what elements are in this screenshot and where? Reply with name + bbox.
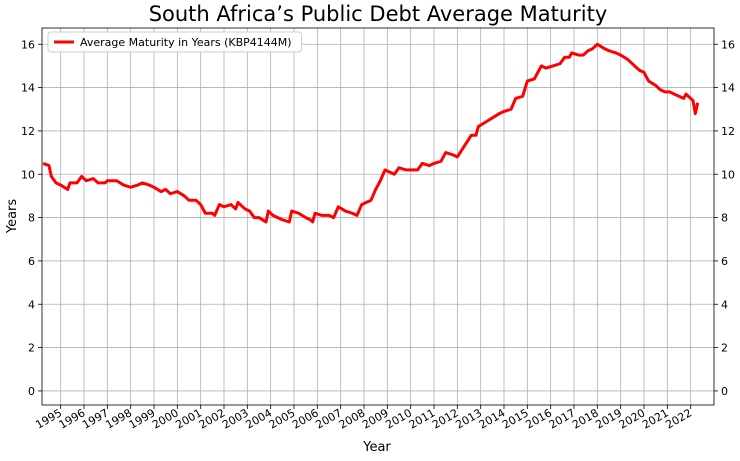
y2-tick-label: 8: [721, 212, 728, 225]
legend-label: Average Maturity in Years (KBP4144M): [80, 36, 292, 49]
y2-tick-label: 4: [721, 298, 728, 311]
y-tick-label: 12: [21, 125, 35, 138]
y2-tick-label: 12: [721, 125, 735, 138]
y2-tick-label: 16: [721, 38, 735, 51]
y-tick-label: 16: [21, 38, 35, 51]
y-tick-label: 2: [28, 342, 35, 355]
plot-frame: [41, 27, 715, 406]
y2-tick-label: 2: [721, 342, 728, 355]
x-tick-label: 2022: [663, 406, 694, 431]
y2-tick-label: 10: [721, 168, 735, 181]
y-tick-label: 8: [28, 212, 35, 225]
legend: Average Maturity in Years (KBP4144M): [47, 31, 303, 53]
y-tick-label: 0: [28, 385, 35, 398]
legend-box: [47, 31, 303, 53]
data-line: [42, 42, 700, 224]
chart-title: South Africa’s Public Debt Average Matur…: [149, 2, 608, 26]
x-axis-label: Year: [362, 440, 391, 455]
y-tick-label: 6: [28, 255, 35, 268]
y-tick-label: 14: [21, 82, 35, 95]
y2-tick-label: 14: [721, 82, 735, 95]
y-axis-label: Years: [5, 199, 20, 235]
y2-tick-label: 6: [721, 255, 728, 268]
y-tick-label: 10: [21, 168, 35, 181]
y2-tick-label: 0: [721, 385, 728, 398]
y-tick-label: 4: [28, 298, 35, 311]
